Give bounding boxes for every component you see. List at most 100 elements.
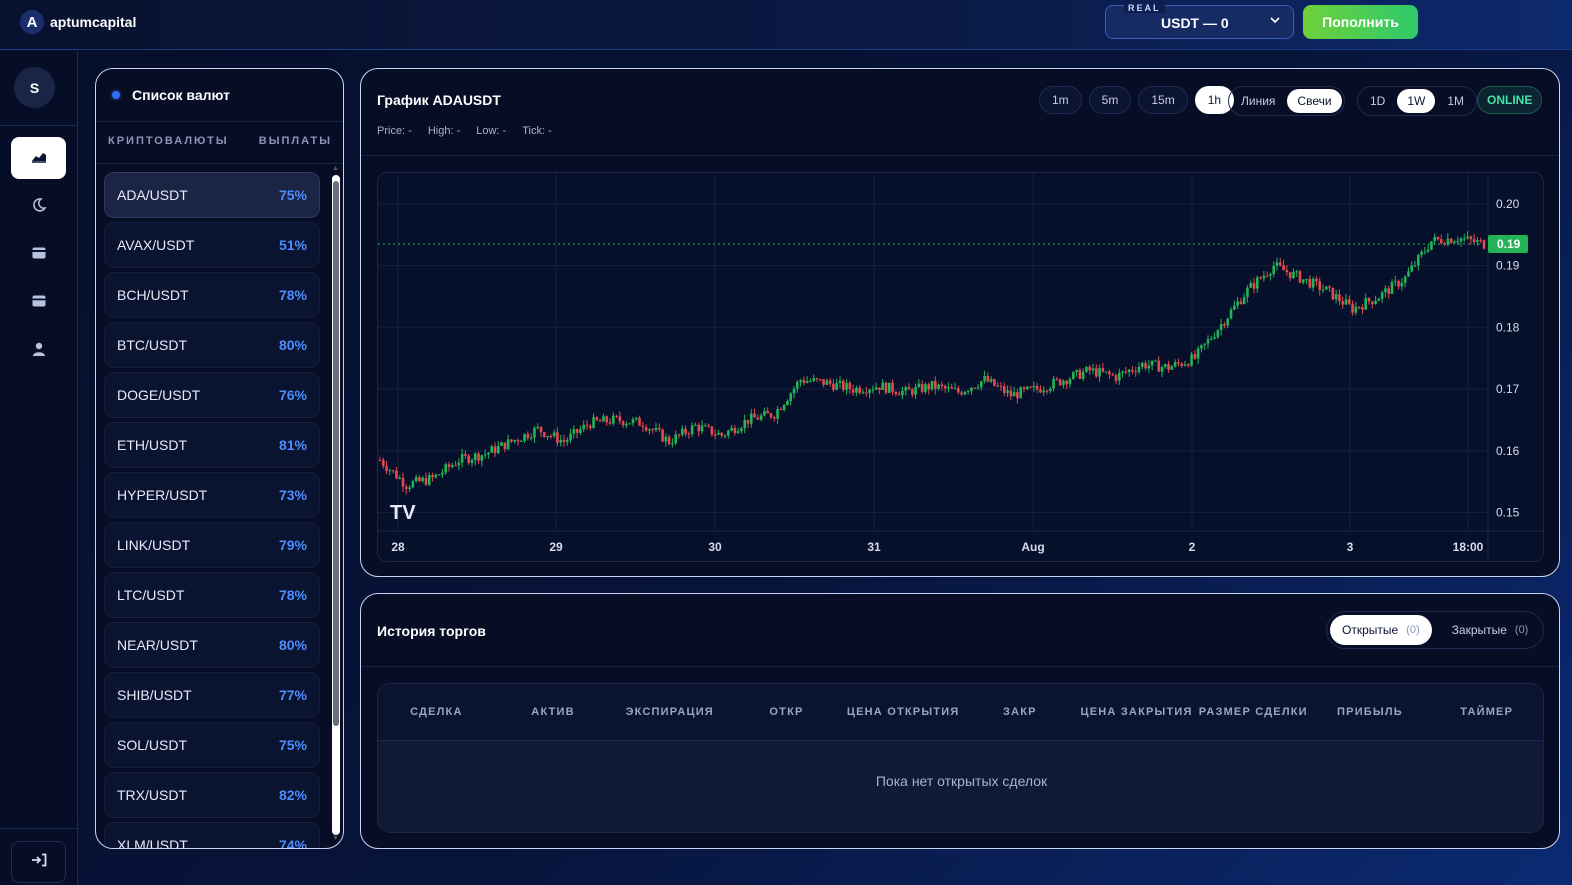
- currency-item[interactable]: BCH/USDT 78%: [104, 272, 320, 318]
- currency-item[interactable]: LINK/USDT 79%: [104, 522, 320, 568]
- column-crypto: КРИПТОВАЛЮТЫ: [108, 135, 229, 147]
- chart-style-0[interactable]: Линия: [1241, 94, 1276, 108]
- chart-svg[interactable]: 0.15 0.16 0.17 0.18 0.19 0.20 28 29 30 31 Aug 2 3 18:…: [378, 173, 1544, 562]
- candle-body: [841, 380, 845, 390]
- avatar[interactable]: S: [14, 67, 55, 108]
- candle-body: [1025, 386, 1029, 389]
- currency-item[interactable]: TRX/USDT 82%: [104, 772, 320, 818]
- candle-body: [618, 416, 622, 422]
- currency-item[interactable]: LTC/USDT 78%: [104, 572, 320, 618]
- sidebar-item-moon[interactable]: [11, 186, 66, 228]
- candle-body: [1032, 385, 1036, 388]
- candle-body: [802, 380, 806, 383]
- candle-body: [1062, 380, 1065, 386]
- candle-body: [556, 432, 559, 443]
- timeframe-5m[interactable]: 5m: [1088, 86, 1132, 114]
- column-payout: ВЫПЛАТЫ: [258, 135, 332, 147]
- candle-body: [1282, 265, 1285, 271]
- candle-body: [1203, 343, 1207, 346]
- candle-body: [970, 387, 973, 392]
- candle-body: [674, 434, 678, 444]
- candle-body: [638, 417, 641, 426]
- candle-body: [920, 383, 924, 392]
- candle-body: [818, 379, 822, 381]
- candle-body: [510, 439, 513, 442]
- range-1D[interactable]: 1D: [1370, 94, 1386, 108]
- ohlc-high: High: -: [427, 125, 461, 137]
- candle-body: [792, 388, 796, 394]
- currency-item[interactable]: NEAR/USDT 80%: [104, 622, 320, 668]
- candle-body: [723, 435, 727, 437]
- sidebar-item-chart[interactable]: [11, 137, 66, 179]
- scroll-down-icon[interactable]: ▼: [332, 835, 339, 842]
- currency-pair: SHIB/USDT: [117, 687, 192, 703]
- candle-body: [703, 425, 707, 427]
- account-balance: USDT — 0: [1161, 15, 1229, 31]
- range-1W[interactable]: 1W: [1397, 89, 1436, 113]
- candle-body: [1278, 262, 1282, 266]
- candle-body: [1147, 365, 1151, 369]
- candle-body: [993, 379, 996, 386]
- currency-item[interactable]: XLM/USDT 74%: [104, 822, 320, 848]
- tab-open[interactable]: Открытые (0): [1330, 615, 1432, 645]
- candle-body: [753, 413, 756, 418]
- y-tick-label: 0.15: [1496, 505, 1520, 519]
- currency-item[interactable]: ETH/USDT 81%: [104, 422, 320, 468]
- candle-body: [1035, 385, 1039, 390]
- candle-body: [1430, 241, 1433, 250]
- candle-body: [1390, 281, 1394, 294]
- scroll-up-icon[interactable]: ▲: [332, 165, 339, 172]
- candle-body: [1065, 380, 1069, 385]
- logout-button[interactable]: [11, 841, 66, 883]
- candle-body: [467, 455, 471, 463]
- candle-body: [427, 475, 431, 485]
- deposit-button[interactable]: Пополнить: [1303, 5, 1418, 39]
- candle-body: [473, 453, 477, 461]
- sidebar-item-wallet[interactable]: [11, 234, 66, 276]
- candle-body: [651, 429, 655, 431]
- candle-body: [947, 387, 950, 389]
- timeframe-15m[interactable]: 15m: [1138, 86, 1188, 114]
- candle-body: [552, 432, 556, 436]
- candle-body: [1236, 301, 1239, 306]
- candle-body: [418, 476, 421, 482]
- currency-item[interactable]: DOGE/USDT 76%: [104, 372, 320, 418]
- scrollbar[interactable]: ▲ ▼: [330, 165, 342, 845]
- candle-body: [858, 387, 862, 393]
- candle-body: [1255, 277, 1259, 289]
- account-selector[interactable]: REAL USDT — 0: [1105, 3, 1294, 39]
- candle-body: [634, 417, 638, 420]
- candle-body: [1449, 238, 1453, 243]
- candle-body: [1216, 330, 1220, 338]
- candle-body: [569, 433, 572, 441]
- candle-body: [1108, 371, 1111, 375]
- candle-body: [381, 460, 385, 466]
- candle-body: [960, 392, 963, 395]
- timeframe-1m[interactable]: 1m: [1039, 86, 1082, 114]
- currency-item[interactable]: AVAX/USDT 51%: [104, 222, 320, 268]
- currency-item[interactable]: SOL/USDT 75%: [104, 722, 320, 768]
- candle-body: [1311, 278, 1315, 288]
- candle-body: [1393, 280, 1397, 282]
- candle-body: [421, 477, 425, 482]
- candle-body: [1472, 239, 1476, 243]
- tab-closed[interactable]: Закрытые (0): [1440, 615, 1541, 645]
- candle-body: [454, 465, 457, 467]
- sidebar-item-card[interactable]: [11, 282, 66, 324]
- column-header: ЭКСПИРАЦИЯ: [625, 705, 714, 718]
- scrollbar-thumb[interactable]: [333, 181, 339, 726]
- currency-item[interactable]: SHIB/USDT 77%: [104, 672, 320, 718]
- brand-logo[interactable]: A aptumcapital: [20, 10, 136, 34]
- candle-body: [1055, 378, 1059, 380]
- currency-item[interactable]: HYPER/USDT 73%: [104, 472, 320, 518]
- range-1M[interactable]: 1M: [1447, 94, 1465, 108]
- chart-style-1[interactable]: Свечи: [1287, 89, 1342, 113]
- currency-item[interactable]: BTC/USDT 80%: [104, 322, 320, 368]
- candlestick-chart[interactable]: 0.15 0.16 0.17 0.18 0.19 0.20 28 29 30 31 Aug 2 3 18:…: [377, 172, 1544, 562]
- candle-body: [940, 384, 944, 386]
- currency-item[interactable]: ADA/USDT 75%: [104, 172, 320, 218]
- sidebar-item-profile[interactable]: [11, 330, 66, 372]
- candle-body: [999, 385, 1003, 387]
- timeframe-1h[interactable]: 1h: [1194, 86, 1235, 114]
- candle-body: [828, 380, 832, 384]
